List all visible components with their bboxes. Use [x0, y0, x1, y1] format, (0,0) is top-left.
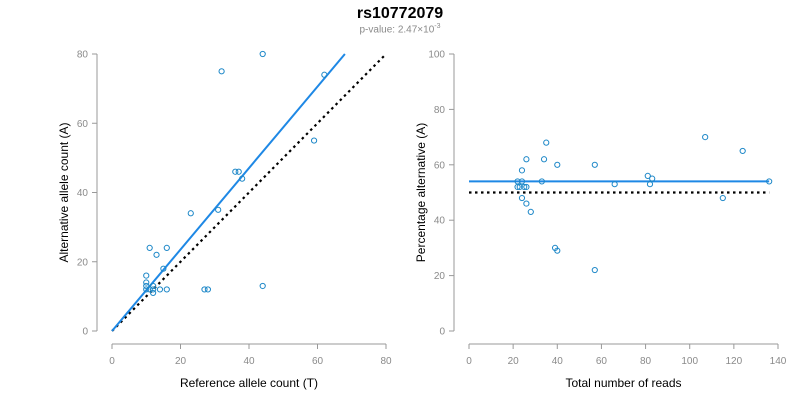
data-point — [310, 137, 318, 144]
data-point — [523, 183, 530, 191]
x-tick-label: 60 — [596, 356, 608, 367]
data-point — [259, 282, 266, 290]
x-axis-label: Total number of reads — [565, 376, 681, 390]
data-point — [163, 244, 170, 251]
data-point — [514, 178, 521, 185]
data-point — [150, 282, 157, 290]
data-point — [143, 286, 150, 293]
data-point — [235, 168, 242, 175]
data-point — [239, 175, 246, 182]
data-point — [143, 282, 150, 290]
data-point — [201, 286, 208, 293]
data-point — [153, 251, 160, 258]
data-point — [644, 172, 651, 179]
p-value-text: p-value: 2.47×10 — [359, 24, 435, 36]
data-point — [518, 194, 526, 202]
x-tick-label: 40 — [552, 356, 564, 367]
data-point — [543, 139, 550, 146]
data-point — [702, 134, 709, 141]
data-point — [523, 200, 530, 207]
data-point — [232, 168, 239, 175]
x-tick-label: 80 — [380, 356, 392, 367]
x-tick-label: 0 — [466, 356, 472, 367]
data-point — [259, 50, 266, 58]
y-tick-label: 80 — [77, 50, 89, 61]
data-point — [649, 175, 656, 182]
data-point — [218, 68, 225, 75]
reference-line — [111, 53, 387, 332]
data-point — [146, 244, 153, 251]
data-point — [160, 265, 167, 272]
data-point — [156, 286, 164, 293]
data-point — [321, 71, 328, 78]
data-point — [150, 289, 157, 297]
x-tick-label: 120 — [726, 356, 743, 367]
y-tick-label: 100 — [428, 50, 445, 61]
data-point — [143, 272, 150, 279]
y-tick-label: 0 — [439, 327, 445, 338]
x-tick-label: 100 — [681, 356, 698, 367]
y-tick-label: 20 — [434, 271, 446, 282]
x-tick-label: 40 — [243, 356, 255, 367]
data-point — [516, 183, 523, 191]
x-tick-label: 20 — [508, 356, 520, 367]
data-point — [187, 210, 194, 217]
y-axis-label: Alternative allele count (A) — [57, 122, 71, 262]
y-tick-label: 20 — [77, 257, 89, 268]
data-point — [719, 194, 726, 202]
x-tick-label: 0 — [109, 356, 115, 367]
data-point — [554, 247, 561, 254]
data-point — [204, 286, 211, 293]
data-point — [523, 156, 530, 163]
data-point — [150, 286, 157, 293]
data-point — [527, 208, 534, 215]
x-tick-label: 20 — [175, 356, 187, 367]
x-tick-label: 80 — [640, 356, 652, 367]
y-tick-label: 60 — [77, 119, 89, 130]
data-point — [554, 161, 561, 168]
x-tick-label: 60 — [312, 356, 324, 367]
data-point — [215, 206, 222, 213]
x-tick-label: 140 — [770, 356, 787, 367]
plot-panel-reference-vs-alternative: 0 20 40 60 80 0 20 40 60 80 Reference allele count… — [57, 50, 392, 391]
y-tick-label: 0 — [82, 327, 88, 338]
data-point — [611, 181, 618, 188]
y-tick-label: 40 — [434, 216, 446, 227]
data-point — [163, 286, 170, 293]
data-point — [540, 156, 548, 163]
data-point — [739, 147, 746, 155]
data-point — [518, 178, 526, 185]
y-tick-label: 80 — [434, 105, 446, 116]
y-tick-label: 60 — [434, 160, 446, 171]
data-point — [591, 266, 598, 274]
chart-title: rs10772079 — [356, 5, 444, 22]
data-point — [766, 178, 773, 185]
data-point — [591, 161, 598, 168]
p-value-exponent: -3 — [434, 23, 441, 30]
data-point — [146, 286, 153, 293]
x-axis-label: Reference allele count (T) — [180, 376, 318, 390]
data-point — [143, 279, 150, 286]
data-point — [518, 167, 526, 174]
data-point — [521, 183, 528, 191]
y-tick-label: 40 — [77, 188, 89, 199]
y-axis-label: Percentage alternative (A) — [414, 123, 428, 262]
p-value-subtitle: p-value: 2.47×10-3 — [0, 23, 800, 35]
data-point — [646, 181, 654, 188]
data-point — [538, 178, 545, 185]
